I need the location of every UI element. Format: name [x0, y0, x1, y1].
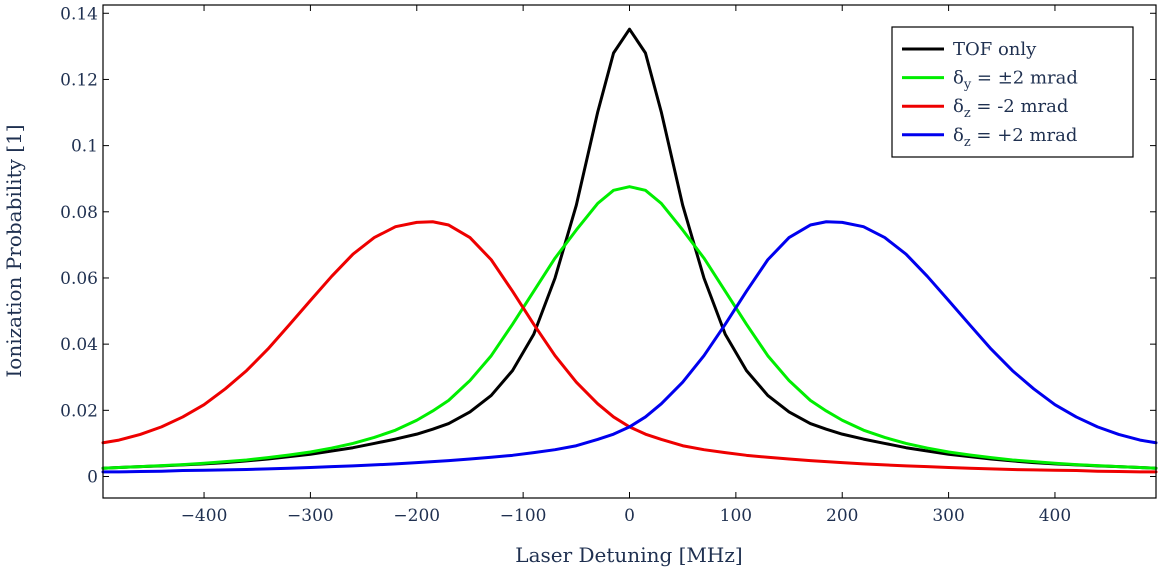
- x-tick-label: −100: [500, 506, 547, 526]
- plot-frame: [102, 4, 1157, 499]
- legend-entry-label: δz = -2 mrad: [953, 96, 1068, 121]
- y-tick-label: 0.14: [60, 4, 98, 24]
- y-tick-label: 0: [87, 467, 98, 487]
- legend-entry-label: δy = ±2 mrad: [953, 68, 1078, 93]
- x-tick-label: 400: [1039, 506, 1071, 526]
- x-tick-label: −200: [393, 506, 440, 526]
- series-lines: [101, 27, 1158, 474]
- y-tick-label: 0.04: [60, 335, 98, 355]
- series-line-0: [101, 27, 1158, 470]
- y-tick-label: 0.06: [60, 269, 98, 289]
- legend: TOF only δy = ±2 mrad δz = -2 mrad δz = +2 …: [891, 26, 1134, 158]
- y-tick-label: 0.12: [60, 70, 98, 90]
- series-line-1: [101, 185, 1158, 470]
- x-tick-label: 100: [720, 506, 752, 526]
- y-tick-label: 0.1: [71, 137, 98, 157]
- y-tick-label: 0.08: [60, 203, 98, 223]
- x-axis-label: Laser Detuning [MHz]: [515, 543, 742, 567]
- x-tick-label: −400: [181, 506, 228, 526]
- y-axis-ticks: 0 0.02 0.04 0.06 0.08 0.1 0.12 0.14: [60, 4, 1156, 487]
- y-tick-label: 0.02: [60, 401, 98, 421]
- x-tick-label: 200: [826, 506, 858, 526]
- x-tick-label: 300: [932, 506, 964, 526]
- y-axis-label: Ionization Probability [1]: [2, 124, 26, 377]
- series-line-3: [101, 220, 1158, 474]
- x-axis-ticks: −400 −300 −200 −100 0 100 200 300 400: [181, 5, 1071, 526]
- legend-entry-label: TOF only: [953, 39, 1037, 60]
- x-tick-label: −300: [287, 506, 334, 526]
- x-tick-label: 0: [624, 506, 635, 526]
- legend-entry-label: δz = +2 mrad: [953, 125, 1077, 150]
